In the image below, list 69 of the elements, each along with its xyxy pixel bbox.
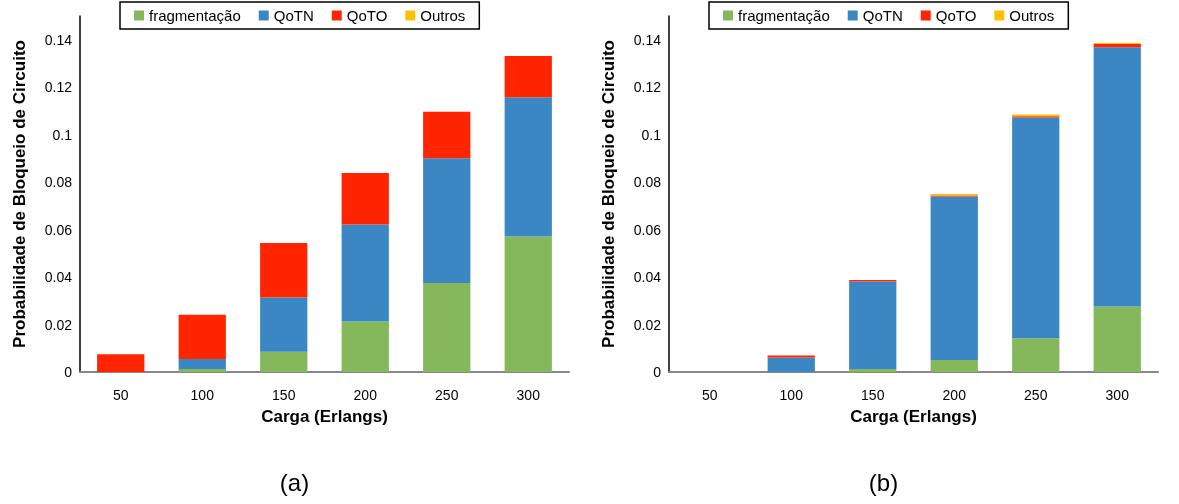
x-tick-label: 250 [435, 387, 459, 403]
y-tick-label: 0.04 [633, 269, 662, 286]
text: (b) [868, 468, 899, 496]
bar [341, 321, 389, 372]
y-tick-label: 0.04 [44, 269, 73, 286]
y-tick-label: 0 [64, 364, 73, 380]
x-tick-label: 200 [942, 387, 967, 403]
y-tick-label: 0.02 [633, 316, 662, 333]
x-tick-label: 250 [1024, 387, 1048, 403]
bar [930, 359, 978, 372]
bar [1012, 117, 1060, 339]
bar [767, 357, 815, 372]
y-tick-label: 0.06 [44, 221, 73, 238]
bar [1012, 338, 1060, 372]
x-axis-title: Carga (Erlangs) [261, 407, 388, 426]
text: (a) [279, 468, 310, 496]
x-tick-label: 150 [272, 387, 296, 403]
x-tick-label: 100 [190, 387, 215, 403]
bar [97, 354, 145, 372]
bar [1093, 306, 1141, 372]
x-tick-label: 150 [861, 387, 885, 403]
y-tick-label: 0.08 [44, 174, 73, 191]
y-tick-label: 0.14 [44, 31, 73, 48]
bar [423, 158, 471, 283]
bar [504, 236, 552, 372]
legend-label: Outros [1009, 7, 1055, 24]
bar [178, 314, 226, 359]
y-tick-label: 0.02 [44, 316, 73, 333]
bar [849, 281, 897, 369]
legend-label: QoTN [273, 7, 314, 24]
y-tick-label: 0.06 [633, 221, 662, 238]
bar [504, 97, 552, 237]
y-axis-title: Probabilidade de Bloqueio de Circuito [599, 40, 618, 348]
bar [767, 355, 815, 358]
y-tick-label: 0 [653, 364, 662, 380]
bar [341, 224, 389, 322]
bar [1093, 47, 1141, 307]
y-axis-title: Probabilidade de Bloqueio de Circuito [10, 40, 29, 348]
bar [260, 297, 308, 352]
bar [178, 368, 226, 372]
bar [341, 172, 389, 225]
legend-label: Outros [420, 7, 466, 24]
bar [504, 56, 552, 98]
bar [178, 358, 226, 369]
y-tick-label: 0.14 [633, 31, 662, 48]
bar [260, 351, 308, 372]
x-tick-label: 50 [112, 387, 129, 403]
x-tick-label: 300 [1105, 387, 1130, 403]
legend-label: QoTO [346, 7, 388, 24]
x-tick-label: 300 [516, 387, 541, 403]
x-axis-title: Carga (Erlangs) [850, 407, 977, 426]
bar [849, 368, 897, 372]
bar [1093, 44, 1141, 48]
y-tick-label: 0.1 [52, 126, 73, 143]
x-tick-label: 100 [779, 387, 804, 403]
x-tick-label: 200 [353, 387, 378, 403]
legend-label: QoTN [862, 7, 903, 24]
y-tick-label: 0.12 [44, 79, 73, 96]
bar [423, 283, 471, 372]
legend-label: fragmentação [149, 7, 241, 24]
y-tick-label: 0.1 [641, 126, 662, 143]
x-tick-label: 50 [701, 387, 718, 403]
bar [423, 111, 471, 159]
y-tick-label: 0.08 [633, 174, 662, 191]
bar [930, 196, 978, 360]
legend-label: fragmentação [738, 7, 830, 24]
y-tick-label: 0.12 [633, 79, 662, 96]
bar [260, 242, 308, 298]
legend-label: QoTO [935, 7, 977, 24]
